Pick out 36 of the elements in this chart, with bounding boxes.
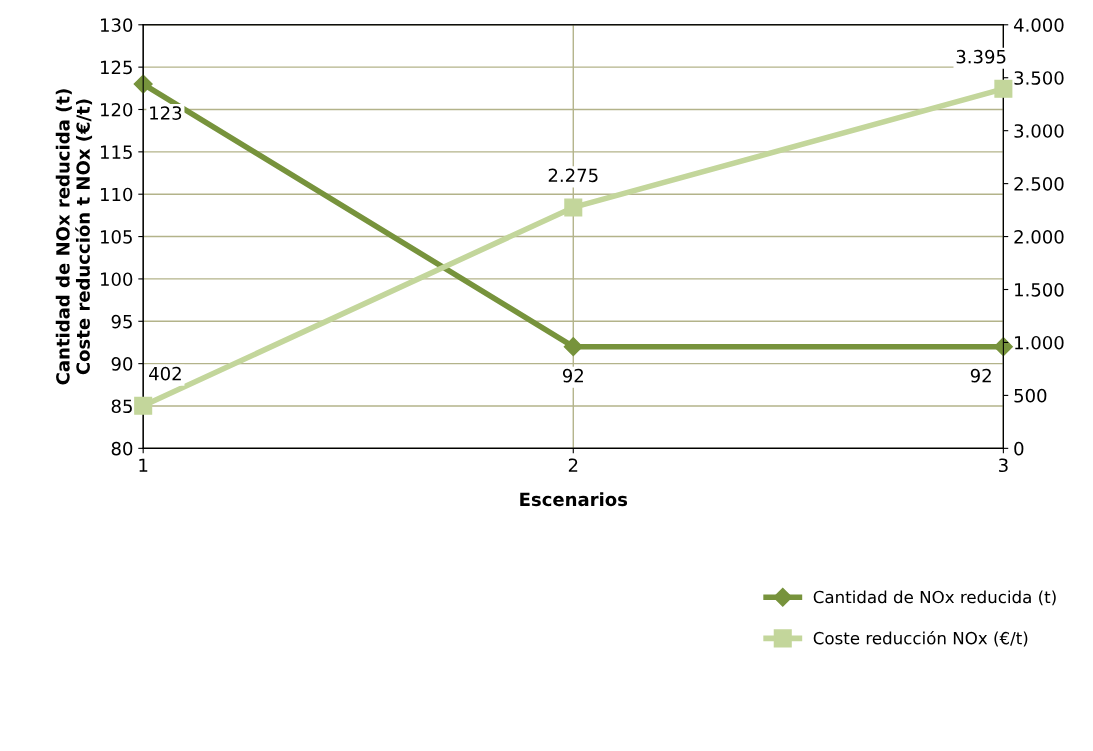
data-label: 92: [970, 368, 991, 383]
y-tick-label: 120: [100, 102, 133, 117]
legend-label: Coste reducción NOx (€/t): [813, 630, 1028, 647]
x-axis-title: Escenarios: [520, 492, 628, 507]
point: [134, 396, 153, 415]
y-tick-label: 85: [111, 399, 132, 414]
y-tick-label: 90: [111, 357, 133, 371]
y2-tick-label: 1.000: [1015, 335, 1064, 350]
y2-tick-label: 500: [1014, 388, 1047, 403]
y-tick-label: 115: [100, 145, 132, 159]
y-axis-title: Cantidad de NOx reducida (t) Coste reducción t NOx (€/t): [55, 89, 93, 385]
y2-tick-label: 3.500: [1014, 71, 1064, 85]
y2-tick-label: 3.000: [1014, 124, 1064, 138]
y-tick-label: 110: [100, 187, 133, 202]
data-label: 3.395: [956, 49, 1006, 64]
point: [564, 198, 583, 217]
y-tick-label: 130: [100, 18, 133, 32]
x-tick-label: 3: [999, 458, 1008, 473]
y-tick-label: 95: [111, 314, 132, 329]
point: [994, 79, 1013, 98]
y-tick-label: 105: [100, 230, 132, 244]
legend-label: Cantidad de NOx reducida (t): [813, 590, 1056, 606]
y2-tick-label: 1.500: [1015, 282, 1064, 297]
x-tick-label: 2: [568, 458, 578, 472]
y-tick-label: 125: [100, 60, 132, 75]
y-tick-label: 80: [111, 441, 133, 456]
data-label: 123: [150, 106, 182, 120]
y-tick-label: 100: [100, 272, 133, 287]
y2-tick-label: 0: [1014, 441, 1024, 456]
y2-tick-label: 4.000: [1013, 18, 1064, 32]
data-label: 92: [562, 368, 583, 383]
data-label: 402: [149, 366, 181, 381]
x-tick-label: 1: [139, 458, 148, 472]
y2-tick-label: 2.500: [1014, 177, 1064, 191]
y2-tick-label: 2.000: [1014, 230, 1064, 244]
data-label: 2.275: [548, 168, 598, 183]
